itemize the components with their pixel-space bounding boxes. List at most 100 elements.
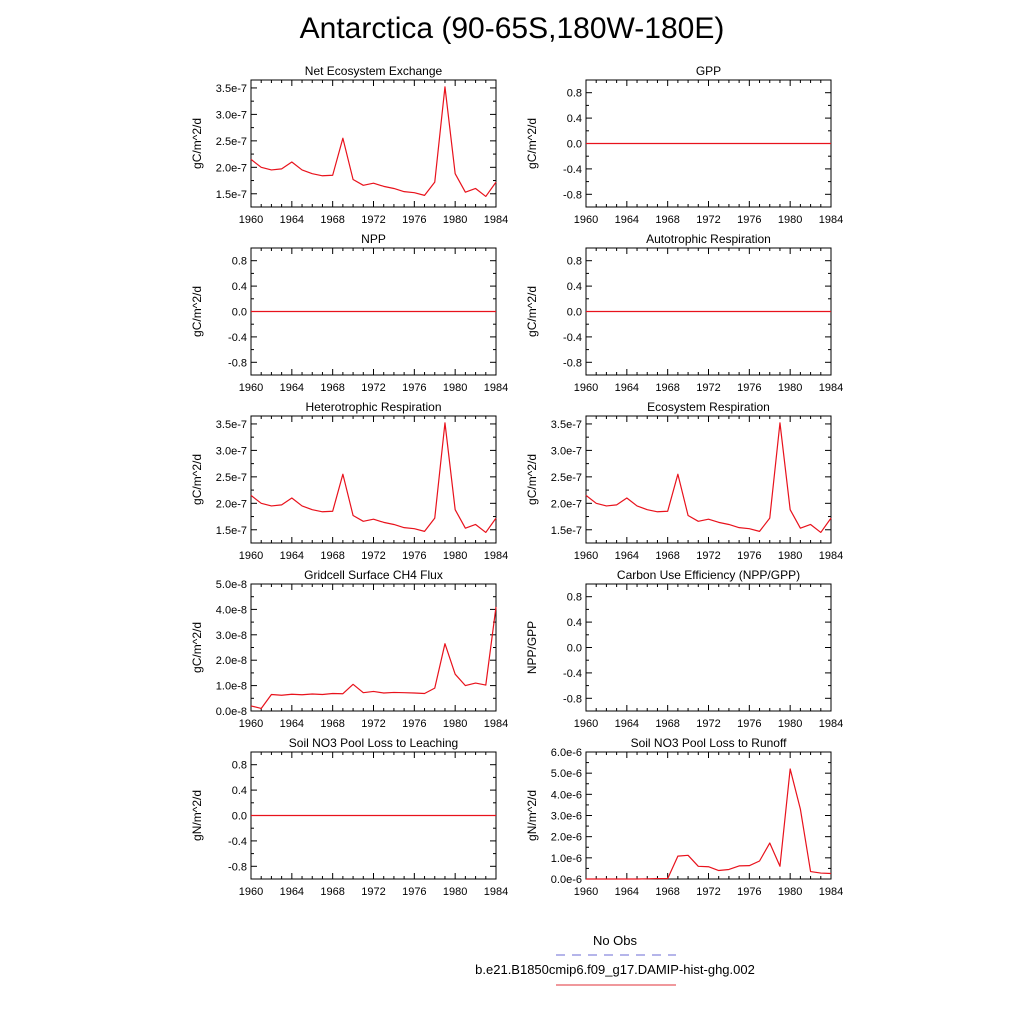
series-line bbox=[250, 422, 497, 534]
x-tick-label: 1984 bbox=[484, 718, 508, 730]
panel-title: Gridcell Surface CH4 Flux bbox=[304, 568, 443, 582]
x-tick-label: 1960 bbox=[574, 718, 598, 730]
y-axis-label: gC/m^2/d bbox=[525, 454, 539, 505]
y-tick-label: 0.4 bbox=[567, 617, 582, 629]
x-tick-label: 1968 bbox=[320, 550, 344, 562]
x-tick-label: 1972 bbox=[696, 886, 720, 898]
x-tick-label: 1972 bbox=[361, 214, 385, 226]
x-tick-label: 1976 bbox=[402, 214, 426, 226]
x-tick-label: 1968 bbox=[655, 214, 679, 226]
y-tick-label: 2.0e-6 bbox=[551, 832, 582, 844]
panel-autotrophic-respiration: Autotrophic Respiration 1960 1964 1968 1972 1… bbox=[525, 232, 843, 394]
y-tick-label: 3.0e-8 bbox=[216, 630, 247, 642]
y-tick-label: -0.4 bbox=[228, 332, 247, 344]
x-tick-label: 1984 bbox=[819, 382, 843, 394]
x-tick-label: 1976 bbox=[737, 382, 761, 394]
y-tick-label: 2.0e-8 bbox=[216, 655, 247, 667]
x-tick-label: 1976 bbox=[737, 214, 761, 226]
x-tick-label: 1980 bbox=[443, 550, 467, 562]
y-tick-label: 2.0e-7 bbox=[216, 162, 247, 174]
panel-title: GPP bbox=[696, 64, 721, 78]
x-tick-label: 1976 bbox=[402, 382, 426, 394]
x-tick-label: 1964 bbox=[615, 382, 639, 394]
y-tick-label: 0.4 bbox=[232, 281, 247, 293]
y-tick-label: 0.0 bbox=[567, 139, 582, 151]
y-tick-label: -0.4 bbox=[563, 164, 582, 176]
panel-title: Autotrophic Respiration bbox=[646, 232, 771, 246]
x-tick-label: 1960 bbox=[574, 382, 598, 394]
y-tick-label: 5.0e-8 bbox=[216, 579, 247, 591]
series-line bbox=[586, 768, 832, 880]
y-tick-label: 3.0e-6 bbox=[551, 811, 582, 823]
y-tick-label: 0.4 bbox=[567, 281, 582, 293]
y-tick-label: 0.4 bbox=[567, 113, 582, 125]
x-tick-label: 1984 bbox=[819, 718, 843, 730]
panel-ecosystem-respiration: Ecosystem Respiration 1960 1964 1968 1972 197… bbox=[525, 400, 843, 562]
x-tick-label: 1964 bbox=[280, 382, 304, 394]
x-tick-label: 1960 bbox=[239, 550, 263, 562]
y-tick-label: 3.5e-7 bbox=[216, 83, 247, 95]
y-axis-label: gC/m^2/d bbox=[525, 286, 539, 337]
panel-gridcell-surface-ch4-flux: Gridcell Surface CH4 Flux 1960 1964 1968 197… bbox=[190, 568, 508, 730]
x-tick-label: 1964 bbox=[280, 886, 304, 898]
y-tick-label: 1.5e-7 bbox=[551, 525, 582, 537]
x-tick-label: 1964 bbox=[280, 550, 304, 562]
y-axis-label: NPP/GPP bbox=[525, 621, 539, 674]
y-tick-label: 0.4 bbox=[232, 785, 247, 797]
y-axis-label: gC/m^2/d bbox=[190, 454, 204, 505]
y-tick-label: 4.0e-6 bbox=[551, 789, 582, 801]
panel-soil-no3-pool-loss-to-runoff: Soil NO3 Pool Loss to Runoff 1960 1964 1968… bbox=[525, 736, 843, 898]
panel-title: Net Ecosystem Exchange bbox=[305, 64, 443, 78]
x-tick-label: 1972 bbox=[361, 886, 385, 898]
plot-frame bbox=[250, 415, 497, 544]
x-tick-label: 1968 bbox=[655, 718, 679, 730]
x-tick-label: 1976 bbox=[737, 886, 761, 898]
plot-frame bbox=[585, 751, 832, 880]
x-tick-label: 1964 bbox=[615, 550, 639, 562]
x-tick-label: 1964 bbox=[280, 718, 304, 730]
panel-carbon-use-efficiency-npp-gpp: Carbon Use Efficiency (NPP/GPP) 1960 1964 1… bbox=[525, 568, 843, 730]
y-tick-label: -0.8 bbox=[563, 189, 582, 201]
y-tick-label: -0.8 bbox=[228, 861, 247, 873]
panel-gpp: GPP 1960 1964 1968 1972 1976 1980 1984 -0.8 -0.4 0… bbox=[525, 64, 843, 226]
y-tick-label: -0.4 bbox=[228, 836, 247, 848]
x-tick-label: 1980 bbox=[778, 718, 802, 730]
y-tick-label: 0.8 bbox=[567, 592, 582, 604]
x-tick-label: 1960 bbox=[239, 382, 263, 394]
x-tick-label: 1972 bbox=[696, 550, 720, 562]
x-tick-label: 1980 bbox=[443, 886, 467, 898]
panel-heterotrophic-respiration: Heterotrophic Respiration 1960 1964 1968 197… bbox=[190, 400, 508, 562]
x-tick-label: 1980 bbox=[778, 214, 802, 226]
x-tick-label: 1964 bbox=[615, 886, 639, 898]
y-tick-label: 3.5e-7 bbox=[551, 419, 582, 431]
panel-title: Soil NO3 Pool Loss to Runoff bbox=[631, 736, 788, 750]
y-tick-label: 0.8 bbox=[232, 256, 247, 268]
y-axis-label: gC/m^2/d bbox=[525, 118, 539, 169]
x-tick-label: 1968 bbox=[320, 382, 344, 394]
y-tick-label: 2.0e-7 bbox=[551, 498, 582, 510]
x-tick-label: 1980 bbox=[778, 382, 802, 394]
y-tick-label: 0.8 bbox=[232, 760, 247, 772]
y-tick-label: 2.5e-7 bbox=[551, 472, 582, 484]
x-tick-label: 1968 bbox=[655, 382, 679, 394]
y-tick-label: 0.0 bbox=[232, 811, 247, 823]
x-tick-label: 1984 bbox=[819, 214, 843, 226]
x-tick-label: 1980 bbox=[778, 886, 802, 898]
y-tick-label: 1.0e-6 bbox=[551, 853, 582, 865]
y-tick-label: 5.0e-6 bbox=[551, 768, 582, 780]
series-line bbox=[250, 86, 497, 198]
x-tick-label: 1968 bbox=[320, 718, 344, 730]
x-tick-label: 1984 bbox=[484, 886, 508, 898]
panel-title: Ecosystem Respiration bbox=[647, 400, 770, 414]
y-tick-label: 0.0e-6 bbox=[551, 874, 582, 886]
x-tick-label: 1984 bbox=[484, 214, 508, 226]
x-tick-label: 1984 bbox=[819, 886, 843, 898]
y-tick-label: 3.0e-7 bbox=[216, 445, 247, 457]
y-tick-label: -0.4 bbox=[563, 332, 582, 344]
x-tick-label: 1984 bbox=[819, 550, 843, 562]
y-axis-label: gC/m^2/d bbox=[190, 622, 204, 673]
y-tick-label: 0.8 bbox=[567, 88, 582, 100]
x-tick-label: 1976 bbox=[737, 550, 761, 562]
y-tick-label: 1.5e-7 bbox=[216, 189, 247, 201]
